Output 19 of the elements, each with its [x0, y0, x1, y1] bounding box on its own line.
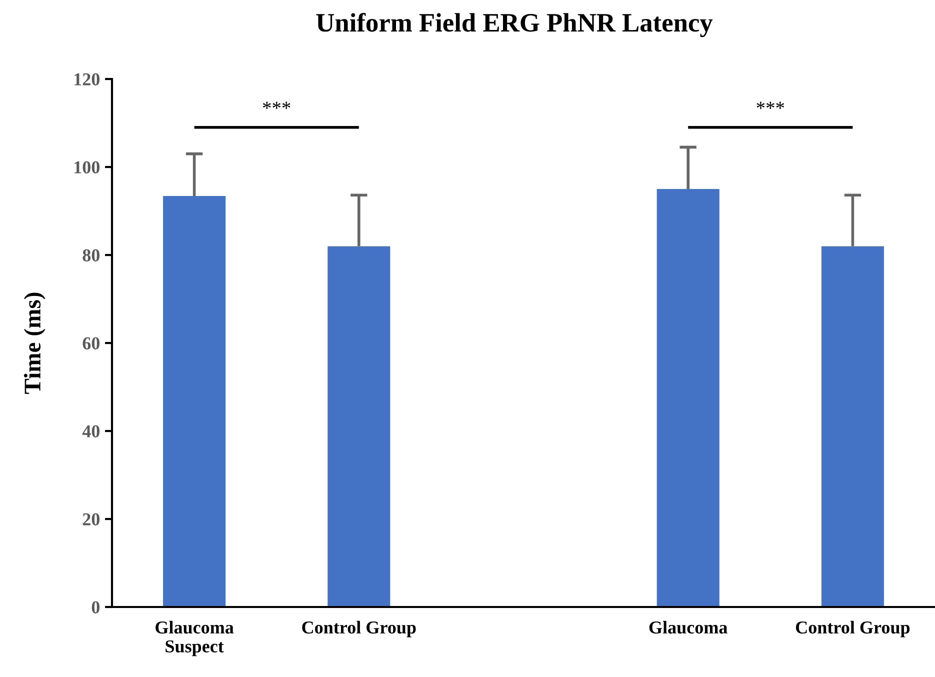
x-tick-label: Control Group: [302, 620, 416, 638]
y-tick-label: 100: [74, 161, 100, 174]
bar: [328, 246, 390, 607]
bar: [163, 196, 226, 607]
y-tick-label: 20: [82, 513, 100, 526]
y-axis-title: Time (ms): [24, 292, 46, 394]
bar: [821, 246, 884, 607]
x-tick-label: Control Group: [796, 620, 910, 638]
annotation: ***: [262, 102, 290, 109]
chart-title: Uniform Field ERG PhNR Latency: [316, 12, 713, 38]
y-tick-label: 120: [74, 73, 100, 86]
x-tick-label: Glaucoma Suspect: [156, 620, 234, 656]
y-tick-label: 40: [82, 425, 100, 438]
x-tick-label: Glaucoma: [649, 620, 728, 634]
bar: [656, 189, 720, 607]
y-tick-label: 0: [92, 601, 100, 614]
y-tick-label: 60: [82, 337, 100, 350]
y-tick-label: 80: [82, 249, 100, 262]
annotation: ***: [756, 102, 784, 109]
